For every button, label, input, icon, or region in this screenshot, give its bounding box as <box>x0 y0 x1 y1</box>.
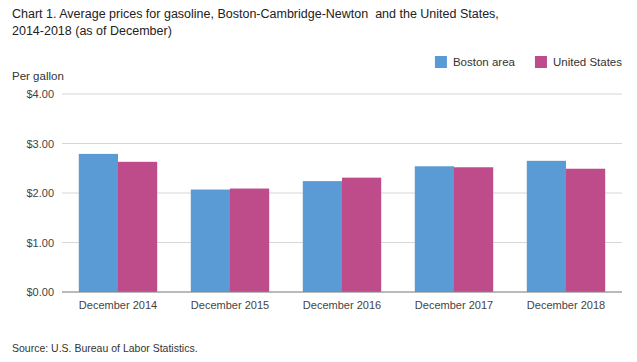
annotation: Source: U.S. Bureau of Labor Statistics. <box>12 342 198 354</box>
bar <box>191 190 230 292</box>
x-tick-label: December 2014 <box>79 299 157 311</box>
y-tick-label: $3.00 <box>26 138 54 150</box>
bar <box>230 189 269 292</box>
bars <box>79 154 605 292</box>
legend: United States Boston area <box>435 56 622 68</box>
x-tick-label: December 2017 <box>415 299 493 311</box>
bar <box>342 178 381 292</box>
y-tick-label: $4.00 <box>26 88 54 100</box>
bar <box>303 181 342 292</box>
bar <box>118 162 157 292</box>
x-tick-label: December 2016 <box>303 299 381 311</box>
grid-line <box>62 143 622 144</box>
grid-line <box>62 94 622 95</box>
chart: Chart 1. Average prices for gasoline, Bo… <box>0 0 637 362</box>
legend-label: Boston area <box>453 56 516 68</box>
y-tick-label: $0.00 <box>26 286 54 298</box>
y-tick-label: $1.00 <box>26 237 54 249</box>
bar <box>415 166 454 292</box>
chart-container: Chart 1. Average prices for gasoline, Bo… <box>0 0 637 362</box>
grid-line <box>62 292 622 293</box>
bar <box>79 154 118 292</box>
bar <box>527 161 566 292</box>
bar <box>566 169 605 292</box>
x-axis-line <box>62 292 622 293</box>
legend-label: United States <box>553 56 622 68</box>
legend-swatch <box>535 56 547 68</box>
bar <box>454 167 493 292</box>
grid <box>62 94 622 292</box>
y-tick-label: $2.00 <box>26 187 54 199</box>
x-tick-label: December 2018 <box>527 299 605 311</box>
y-axis-label: Per gallon <box>12 70 64 82</box>
title: Chart 1. Average prices for gasoline, Bo… <box>12 7 499 21</box>
x-tick-label: December 2015 <box>191 299 269 311</box>
subtitle: 2014-2018 (as of December) <box>12 24 172 38</box>
legend-swatch <box>435 56 447 68</box>
